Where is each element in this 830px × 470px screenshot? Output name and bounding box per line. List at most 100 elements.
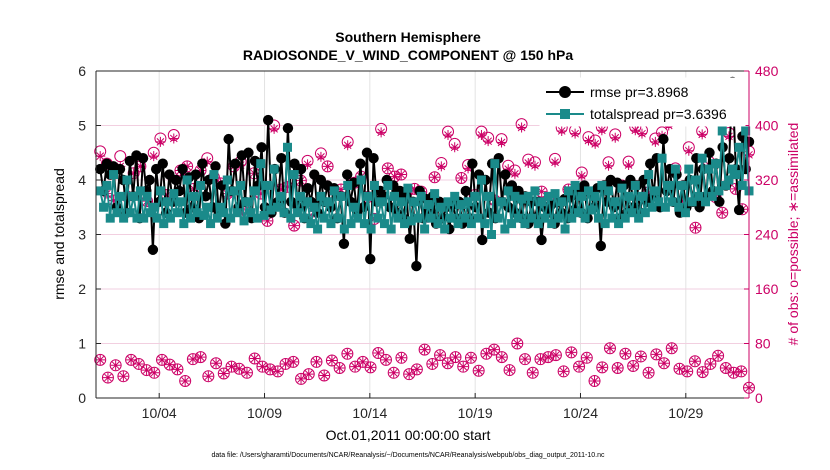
totalspread-point [379, 219, 389, 229]
totalspread-point [567, 213, 577, 223]
totalspread-point [145, 208, 155, 218]
totalspread-point [563, 186, 573, 196]
totalspread-point [707, 191, 717, 201]
obs-assimilated-point-lower [365, 362, 376, 373]
chart-title: Southern Hemisphere [335, 29, 481, 45]
plot-area: 10/04 10/09 10/14 10/19 10/24 10/29 0 1 2 3 4 5 6 0 80… [78, 63, 778, 421]
obs-assimilated-point-lower [211, 358, 222, 369]
totalspread-point [199, 210, 209, 220]
x-tick-label: 10/24 [563, 405, 598, 421]
obs-possible-point [716, 206, 729, 219]
obs-assimilated-point-lower [558, 366, 569, 377]
obs-possible-point-lower [642, 366, 655, 379]
obs-assimilated-point-lower [334, 363, 345, 374]
obs-assimilated-point [443, 130, 454, 141]
obs-assimilated-point-lower [265, 364, 276, 375]
obs-assimilated-point [195, 165, 206, 176]
y-tick-label: 0 [78, 390, 86, 406]
totalspread-point [152, 213, 162, 223]
obs-assimilated-point-lower [373, 348, 384, 359]
totalspread-point [560, 224, 570, 234]
totalspread-point [497, 197, 507, 207]
totalspread-point [727, 164, 737, 174]
rmse-point [536, 234, 547, 246]
totalspread-point [212, 213, 222, 223]
obs-possible-point-lower [688, 355, 701, 368]
totalspread-point [353, 213, 363, 223]
totalspread-point [423, 200, 433, 210]
totalspread-point [577, 191, 587, 201]
totalspread-point [276, 191, 286, 201]
totalspread-point [654, 197, 664, 207]
totalspread-point [175, 197, 185, 207]
totalspread-point [236, 180, 246, 190]
totalspread-point [470, 191, 480, 201]
totalspread-point [617, 183, 627, 193]
totalspread-point [650, 186, 660, 196]
totalspread-point [226, 213, 236, 223]
rmse-point [477, 234, 488, 246]
totalspread-point [426, 213, 436, 223]
obs-assimilated-point-lower [149, 367, 160, 378]
rmse-point [230, 158, 241, 169]
obs-assimilated-point-lower [404, 369, 415, 380]
totalspread-point [349, 202, 359, 212]
obs-assimilated-point [690, 222, 701, 233]
obs-assimilated-point [108, 195, 119, 206]
totalspread-point [711, 159, 721, 169]
rmse-point [190, 169, 201, 180]
totalspread-point [319, 213, 329, 223]
obs-possible-point-lower [580, 351, 593, 364]
totalspread-point [724, 175, 734, 185]
obs-assimilated-point-lower [126, 354, 137, 365]
obs-possible-point-lower [472, 364, 485, 377]
totalspread-point [112, 208, 122, 218]
obs-assimilated-point [262, 215, 273, 226]
rmse-point [302, 182, 313, 194]
obs-assimilated-point-lower [465, 352, 476, 363]
obs-possible-point-lower [372, 347, 385, 360]
obs-assimilated-point [576, 170, 587, 181]
totalspread-point [356, 175, 366, 185]
totalspread-point [480, 219, 490, 229]
obs-assimilated-point-lower [257, 361, 268, 372]
chart-subtitle: RADIOSONDE_V_WIND_COMPONENT @ 150 hPa [243, 47, 573, 63]
totalspread-point [446, 213, 456, 223]
totalspread-point [420, 224, 430, 234]
totalspread-point [680, 208, 690, 218]
totalspread-point [232, 208, 242, 218]
obs-assimilated-point [168, 133, 179, 144]
obs-assimilated-point [623, 160, 634, 171]
y-tick-label: 2 [78, 281, 86, 297]
obs-possible-point-lower [410, 363, 423, 376]
obs-possible-point-lower [488, 343, 501, 356]
obs-possible-point-lower [573, 360, 586, 373]
totalspread-point [510, 191, 520, 201]
totalspread-point [216, 202, 226, 212]
obs-assimilated-point [636, 128, 647, 139]
totalspread-point [299, 213, 309, 223]
obs-assimilated-point-lower [442, 358, 453, 369]
obs-assimilated-point-lower [597, 362, 608, 373]
y2-tick-label: 320 [755, 172, 779, 188]
obs-assimilated-point-lower [118, 371, 129, 382]
totalspread-point [677, 180, 687, 190]
obs-assimilated-point-lower [435, 350, 446, 361]
obs-possible-point-lower [634, 350, 647, 363]
obs-assimilated-point [182, 161, 193, 172]
obs-assimilated-point-lower [234, 363, 245, 374]
totalspread-point [259, 210, 269, 220]
obs-assimilated-point [523, 157, 534, 168]
obs-assimilated-point [723, 131, 734, 142]
totalspread-point [286, 213, 296, 223]
obs-possible-point-lower [727, 366, 740, 379]
rmse-point [342, 169, 353, 180]
obs-assimilated-point-lower [720, 363, 731, 374]
obs-assimilated-point [302, 159, 313, 170]
totalspread-point [717, 126, 727, 136]
totalspread-point [209, 170, 219, 180]
rmse-point [197, 158, 208, 169]
obs-assimilated-point-lower [550, 350, 561, 361]
obs-assimilated-point [529, 160, 540, 171]
obs-possible-point-lower [464, 351, 477, 364]
